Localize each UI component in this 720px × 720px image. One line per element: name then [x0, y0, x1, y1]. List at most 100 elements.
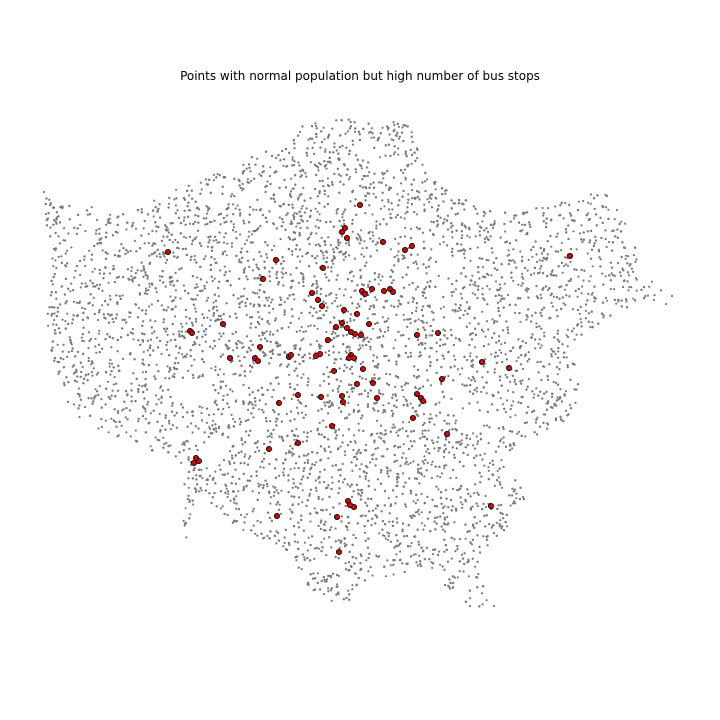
background-point	[395, 495, 398, 498]
background-point	[269, 166, 272, 169]
background-point	[134, 429, 137, 432]
background-point	[213, 257, 216, 261]
background-point	[499, 519, 502, 522]
background-point	[440, 472, 443, 475]
background-point	[455, 476, 458, 479]
background-point	[374, 507, 377, 510]
background-point	[487, 466, 490, 469]
background-point	[621, 267, 624, 270]
background-point	[506, 328, 509, 332]
background-point	[345, 543, 348, 547]
background-point	[62, 239, 65, 242]
background-point	[421, 432, 424, 435]
background-point	[322, 254, 325, 257]
background-point	[170, 404, 174, 407]
background-point	[177, 351, 180, 354]
background-point	[361, 514, 364, 517]
background-point	[590, 293, 594, 296]
background-point	[454, 422, 457, 425]
background-point	[328, 399, 331, 402]
background-point	[528, 223, 531, 226]
background-point	[285, 412, 288, 416]
background-point	[581, 285, 584, 288]
background-point	[443, 218, 446, 221]
background-point	[415, 213, 419, 216]
background-point	[208, 413, 211, 417]
background-point	[100, 425, 104, 429]
background-point	[624, 222, 627, 225]
background-point	[475, 435, 478, 438]
background-point	[402, 171, 405, 174]
background-point	[508, 380, 512, 383]
background-point	[145, 292, 149, 295]
background-point	[79, 223, 82, 226]
background-point	[242, 295, 245, 298]
background-point	[320, 236, 323, 239]
background-point	[493, 484, 496, 487]
background-point	[519, 250, 522, 253]
background-point	[460, 243, 463, 246]
background-point	[342, 210, 345, 213]
background-point	[313, 547, 317, 550]
background-point	[442, 343, 445, 346]
background-point	[342, 258, 345, 261]
background-point	[185, 353, 189, 356]
background-point	[505, 399, 509, 402]
background-point	[540, 344, 543, 347]
background-point	[180, 461, 183, 464]
background-point	[533, 393, 536, 396]
background-point	[163, 244, 166, 247]
background-point	[582, 199, 585, 203]
background-point	[319, 521, 322, 524]
background-point	[412, 500, 415, 503]
background-point	[291, 454, 294, 457]
background-point	[403, 383, 407, 386]
background-point	[502, 441, 505, 444]
background-point	[271, 395, 274, 399]
background-point	[551, 269, 554, 272]
background-point	[60, 255, 63, 258]
background-point	[575, 333, 578, 336]
background-point	[420, 511, 423, 514]
background-point	[222, 373, 225, 376]
background-point	[474, 346, 477, 349]
background-point	[483, 452, 486, 455]
background-point	[327, 236, 330, 239]
background-point	[302, 373, 305, 376]
background-point	[653, 294, 656, 297]
background-point	[250, 179, 253, 182]
background-point	[394, 339, 397, 342]
background-point	[261, 333, 264, 337]
background-point	[501, 425, 505, 429]
background-point	[527, 351, 530, 354]
background-point	[165, 441, 168, 445]
background-point	[72, 403, 76, 406]
background-point	[605, 245, 608, 249]
background-point	[351, 469, 354, 472]
background-point	[485, 424, 489, 427]
background-point	[387, 200, 390, 204]
background-point	[204, 255, 207, 258]
background-point	[314, 243, 317, 247]
background-point	[366, 317, 369, 320]
background-point	[500, 438, 503, 441]
background-point	[486, 370, 489, 374]
background-point	[92, 296, 95, 299]
background-point	[602, 316, 605, 319]
background-point	[307, 536, 310, 539]
background-point	[97, 371, 100, 374]
background-point	[330, 270, 333, 273]
background-point	[414, 502, 417, 505]
background-point	[471, 375, 474, 378]
background-point	[418, 191, 421, 194]
background-point	[258, 173, 261, 176]
background-point	[374, 243, 377, 246]
background-point	[389, 564, 392, 567]
chart-title: Points with normal population but high n…	[180, 69, 540, 83]
background-point	[569, 277, 573, 280]
background-point	[483, 298, 486, 302]
background-point	[269, 496, 272, 499]
background-point	[500, 527, 503, 530]
background-point	[589, 239, 592, 242]
